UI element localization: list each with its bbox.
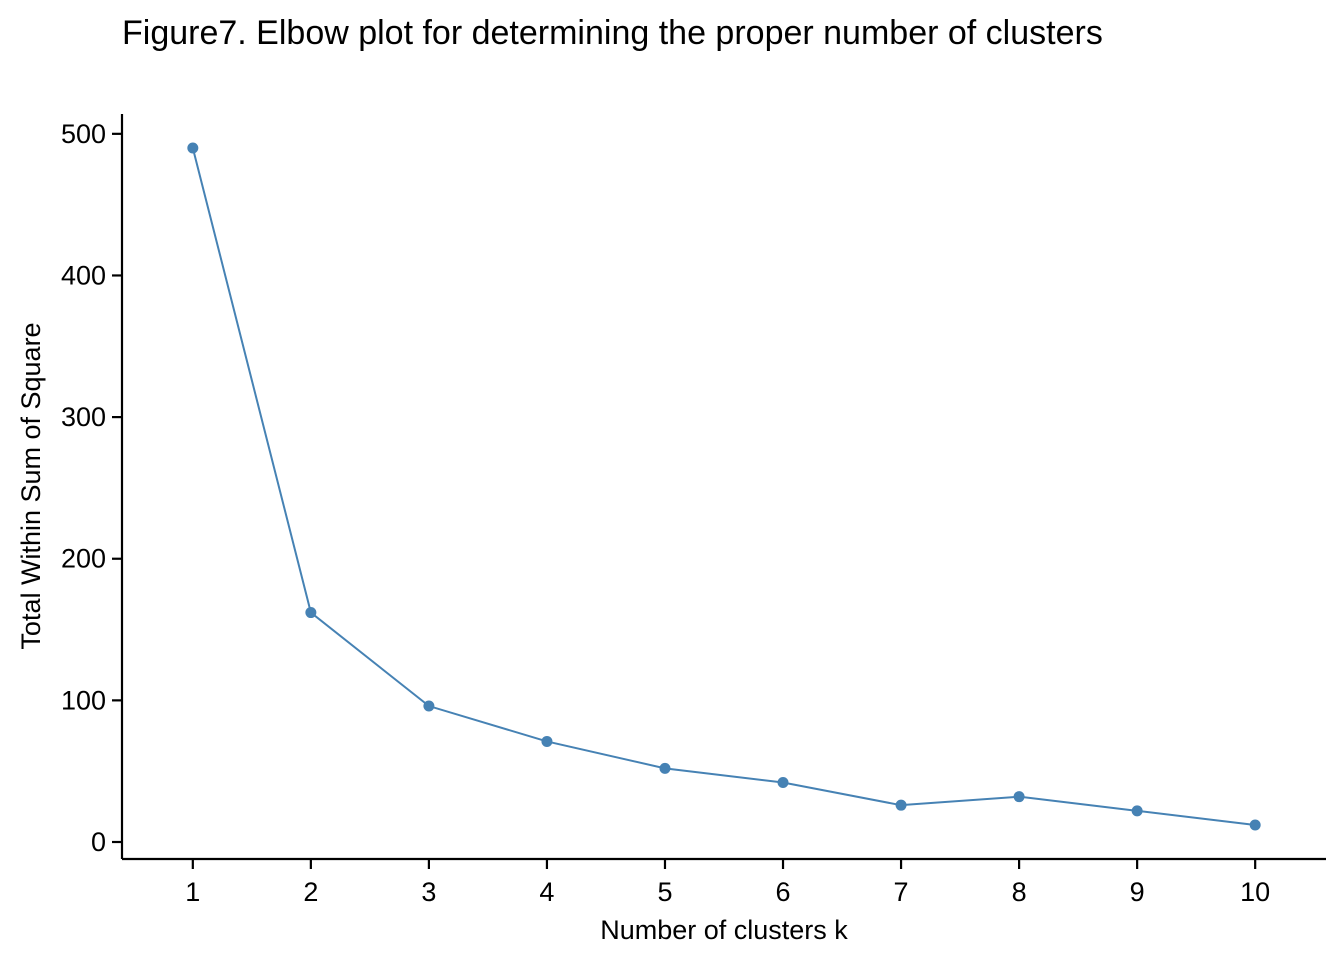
series-line	[191, 147, 1256, 827]
y-axis: 0 100 200 300 400 500 Total Within Sum of Squ…	[16, 114, 124, 859]
x-tick-label: 6	[776, 877, 791, 907]
x-axis: 1 2 3 4 5 6 7 8 9 10 Number of clusters k	[122, 857, 1326, 945]
y-axis-ticks: 0 100 200 300 400 500	[61, 119, 122, 857]
x-tick-label: 1	[185, 877, 200, 907]
y-tick-label: 500	[61, 119, 106, 149]
data-point	[777, 777, 789, 789]
x-tick-label: 7	[894, 877, 909, 907]
y-axis-label: Total Within Sum of Square	[16, 322, 46, 649]
data-point	[187, 142, 199, 154]
x-tick-label: 3	[421, 877, 436, 907]
x-tick-label: 8	[1012, 877, 1027, 907]
x-tick-label: 9	[1130, 877, 1145, 907]
y-tick-label: 400	[61, 260, 106, 290]
data-point	[895, 799, 907, 811]
data-point	[305, 607, 317, 619]
plot-area	[187, 142, 1261, 831]
y-tick-label: 0	[91, 827, 106, 857]
data-point	[1249, 819, 1261, 831]
x-tick-label: 10	[1240, 877, 1270, 907]
x-tick-label: 2	[303, 877, 318, 907]
data-point	[541, 735, 553, 747]
x-tick-label: 5	[657, 877, 672, 907]
y-tick-label: 100	[61, 685, 106, 715]
x-tick-label: 4	[539, 877, 554, 907]
x-axis-label: Number of clusters k	[600, 915, 848, 945]
y-tick-label: 300	[61, 402, 106, 432]
data-point	[659, 762, 671, 774]
chart-title: Figure7. Elbow plot for determining the …	[122, 14, 1103, 52]
x-axis-ticks: 1 2 3 4 5 6 7 8 9 10	[185, 859, 1270, 907]
data-point	[423, 700, 435, 712]
y-tick-label: 200	[61, 544, 106, 574]
data-point	[1013, 791, 1025, 803]
data-point	[1131, 805, 1143, 817]
